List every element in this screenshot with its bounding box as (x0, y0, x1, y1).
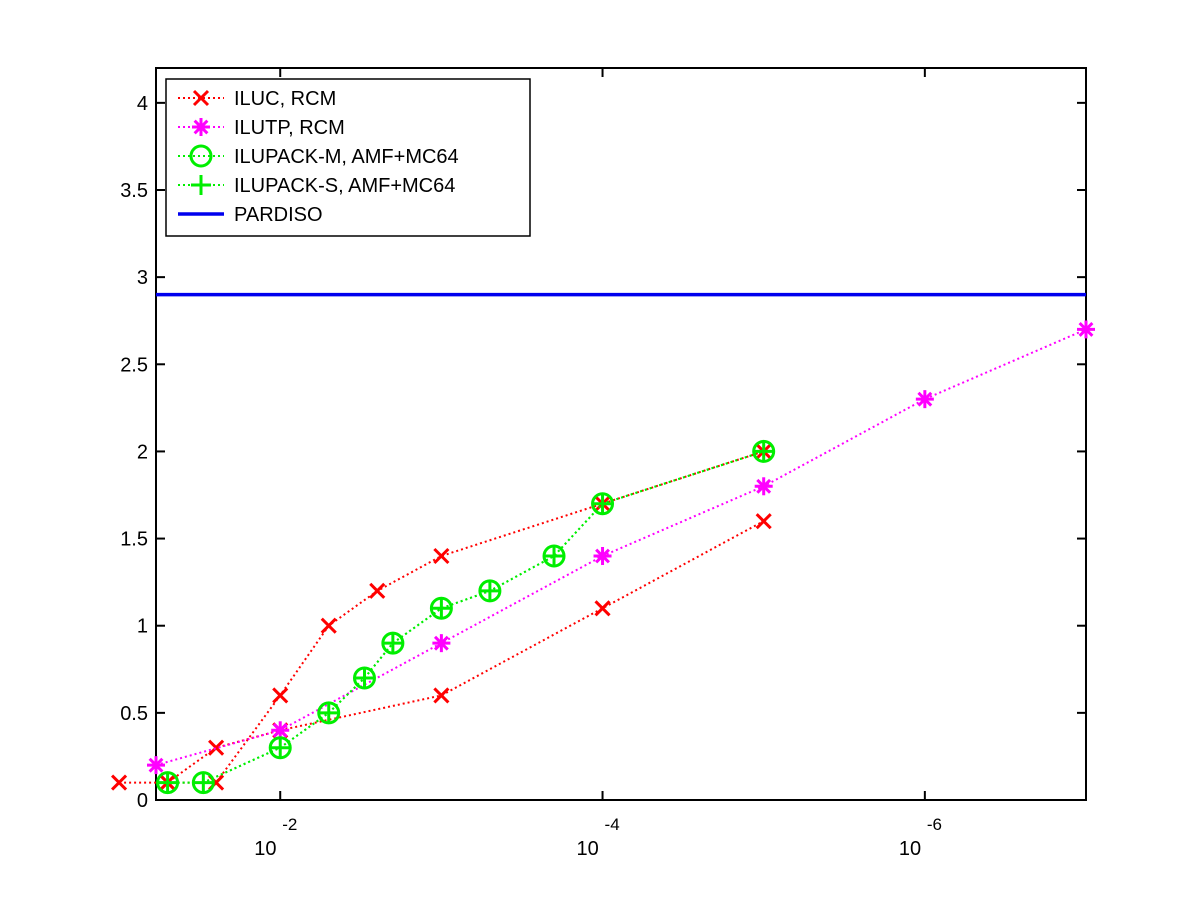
y-tick-label: 1 (137, 616, 148, 638)
y-tick-label: 2 (137, 441, 148, 463)
series-2-point-0 (147, 756, 165, 775)
series-2-point-6 (1077, 320, 1095, 339)
series-2-point-2 (432, 634, 451, 653)
series-2-point-5 (915, 390, 934, 409)
series-1-point-0-stroke (111, 774, 128, 791)
series-2-point-2-stroke (433, 635, 449, 651)
series-2-point-3-stroke (595, 548, 610, 564)
legend-swatch-marker (189, 144, 213, 168)
series-0-point-5-stroke (433, 547, 450, 565)
series-1-point-6-stroke (755, 513, 772, 530)
y-tick-label: 3.5 (120, 180, 148, 202)
series-4-point-6 (431, 598, 452, 619)
series-0-line (167, 450, 765, 784)
legend-label: ILUTP, RCM (234, 117, 345, 139)
series-0-point-4 (369, 582, 386, 599)
series-2-point-0-stroke (148, 757, 164, 773)
series-4-point-4 (354, 668, 375, 688)
y-tick-label: 4 (137, 93, 148, 115)
series-0-point-3-stroke (320, 617, 337, 634)
legend-swatch-marker-stroke (192, 89, 210, 107)
y-tick-label: 3 (137, 267, 148, 289)
legend-box (165, 78, 531, 237)
series-1-point-4 (433, 687, 450, 704)
series-4-point-0 (157, 772, 178, 793)
x-tick-label-exponent: -4 (605, 815, 620, 834)
series-1-point-6 (755, 513, 772, 530)
x-tick-label-base: 10 (899, 838, 921, 860)
x-tick-label-exponent: -6 (927, 815, 942, 834)
y-tick-label: 0.5 (120, 703, 148, 725)
series-4-point-2 (270, 737, 291, 758)
series-layer (111, 292, 1095, 795)
series-0-point-3 (320, 617, 337, 634)
series-2-point-1 (271, 721, 290, 740)
series-1-point-5 (594, 600, 611, 617)
series-0-point-2-stroke (272, 687, 289, 704)
series-4-point-7 (479, 580, 500, 601)
series-2-point-6-stroke (1078, 322, 1094, 337)
legend-swatch-marker (192, 118, 210, 136)
series-0-point-2 (272, 687, 289, 704)
series-4-point-9 (592, 493, 613, 514)
legend-label: PARDISO (234, 204, 323, 226)
series-0-point-4-stroke (369, 582, 386, 599)
series-1-point-5-stroke (594, 600, 611, 617)
series-4-line (167, 450, 765, 784)
x-tick-label-exponent: -2 (282, 815, 297, 834)
series-4-point-10 (753, 441, 774, 462)
legend-label: ILUPACK-S, AMF+MC64 (234, 175, 455, 197)
legend-swatch-marker (191, 175, 211, 195)
series-4-point-3 (318, 702, 339, 723)
series-2-point-4-stroke (756, 478, 772, 494)
legend-label: ILUC, RCM (234, 88, 336, 110)
legend-swatch-marker-stroke (193, 119, 209, 135)
series-1-point-2-stroke (208, 739, 225, 756)
legend-swatch-marker-stroke (189, 144, 213, 168)
series-2-point-1-stroke (272, 722, 288, 738)
series-2-point-3 (593, 547, 612, 565)
series-4-point-5 (382, 633, 403, 654)
series-1-point-2 (208, 739, 225, 756)
series-2-point-5-stroke (917, 391, 933, 407)
series-0-point-5 (433, 547, 450, 565)
series-1-point-0 (111, 774, 128, 791)
y-tick-label: 1.5 (120, 529, 148, 551)
legend: ILUC, RCM ILUTP, RCM ILUPACK-M, AMF+MC64 IL… (165, 78, 531, 237)
x-tick-label-base: 10 (577, 838, 599, 860)
x-tick-label-base: 10 (254, 838, 276, 860)
series-2-point-4 (754, 477, 773, 496)
series-4-point-1 (193, 772, 214, 793)
ticks-layer: 0 0.5 1 1.5 2 2.5 3 3.5 4 10 -2 10 -4 10 -6 (120, 68, 1086, 860)
series-1-point-4-stroke (433, 687, 450, 704)
y-tick-label: 0 (137, 790, 148, 812)
series-4-point-8 (544, 546, 565, 566)
legend-swatch-marker (192, 89, 210, 107)
y-tick-label: 2.5 (120, 354, 148, 376)
legend-label: ILUPACK-M, AMF+MC64 (234, 146, 459, 168)
